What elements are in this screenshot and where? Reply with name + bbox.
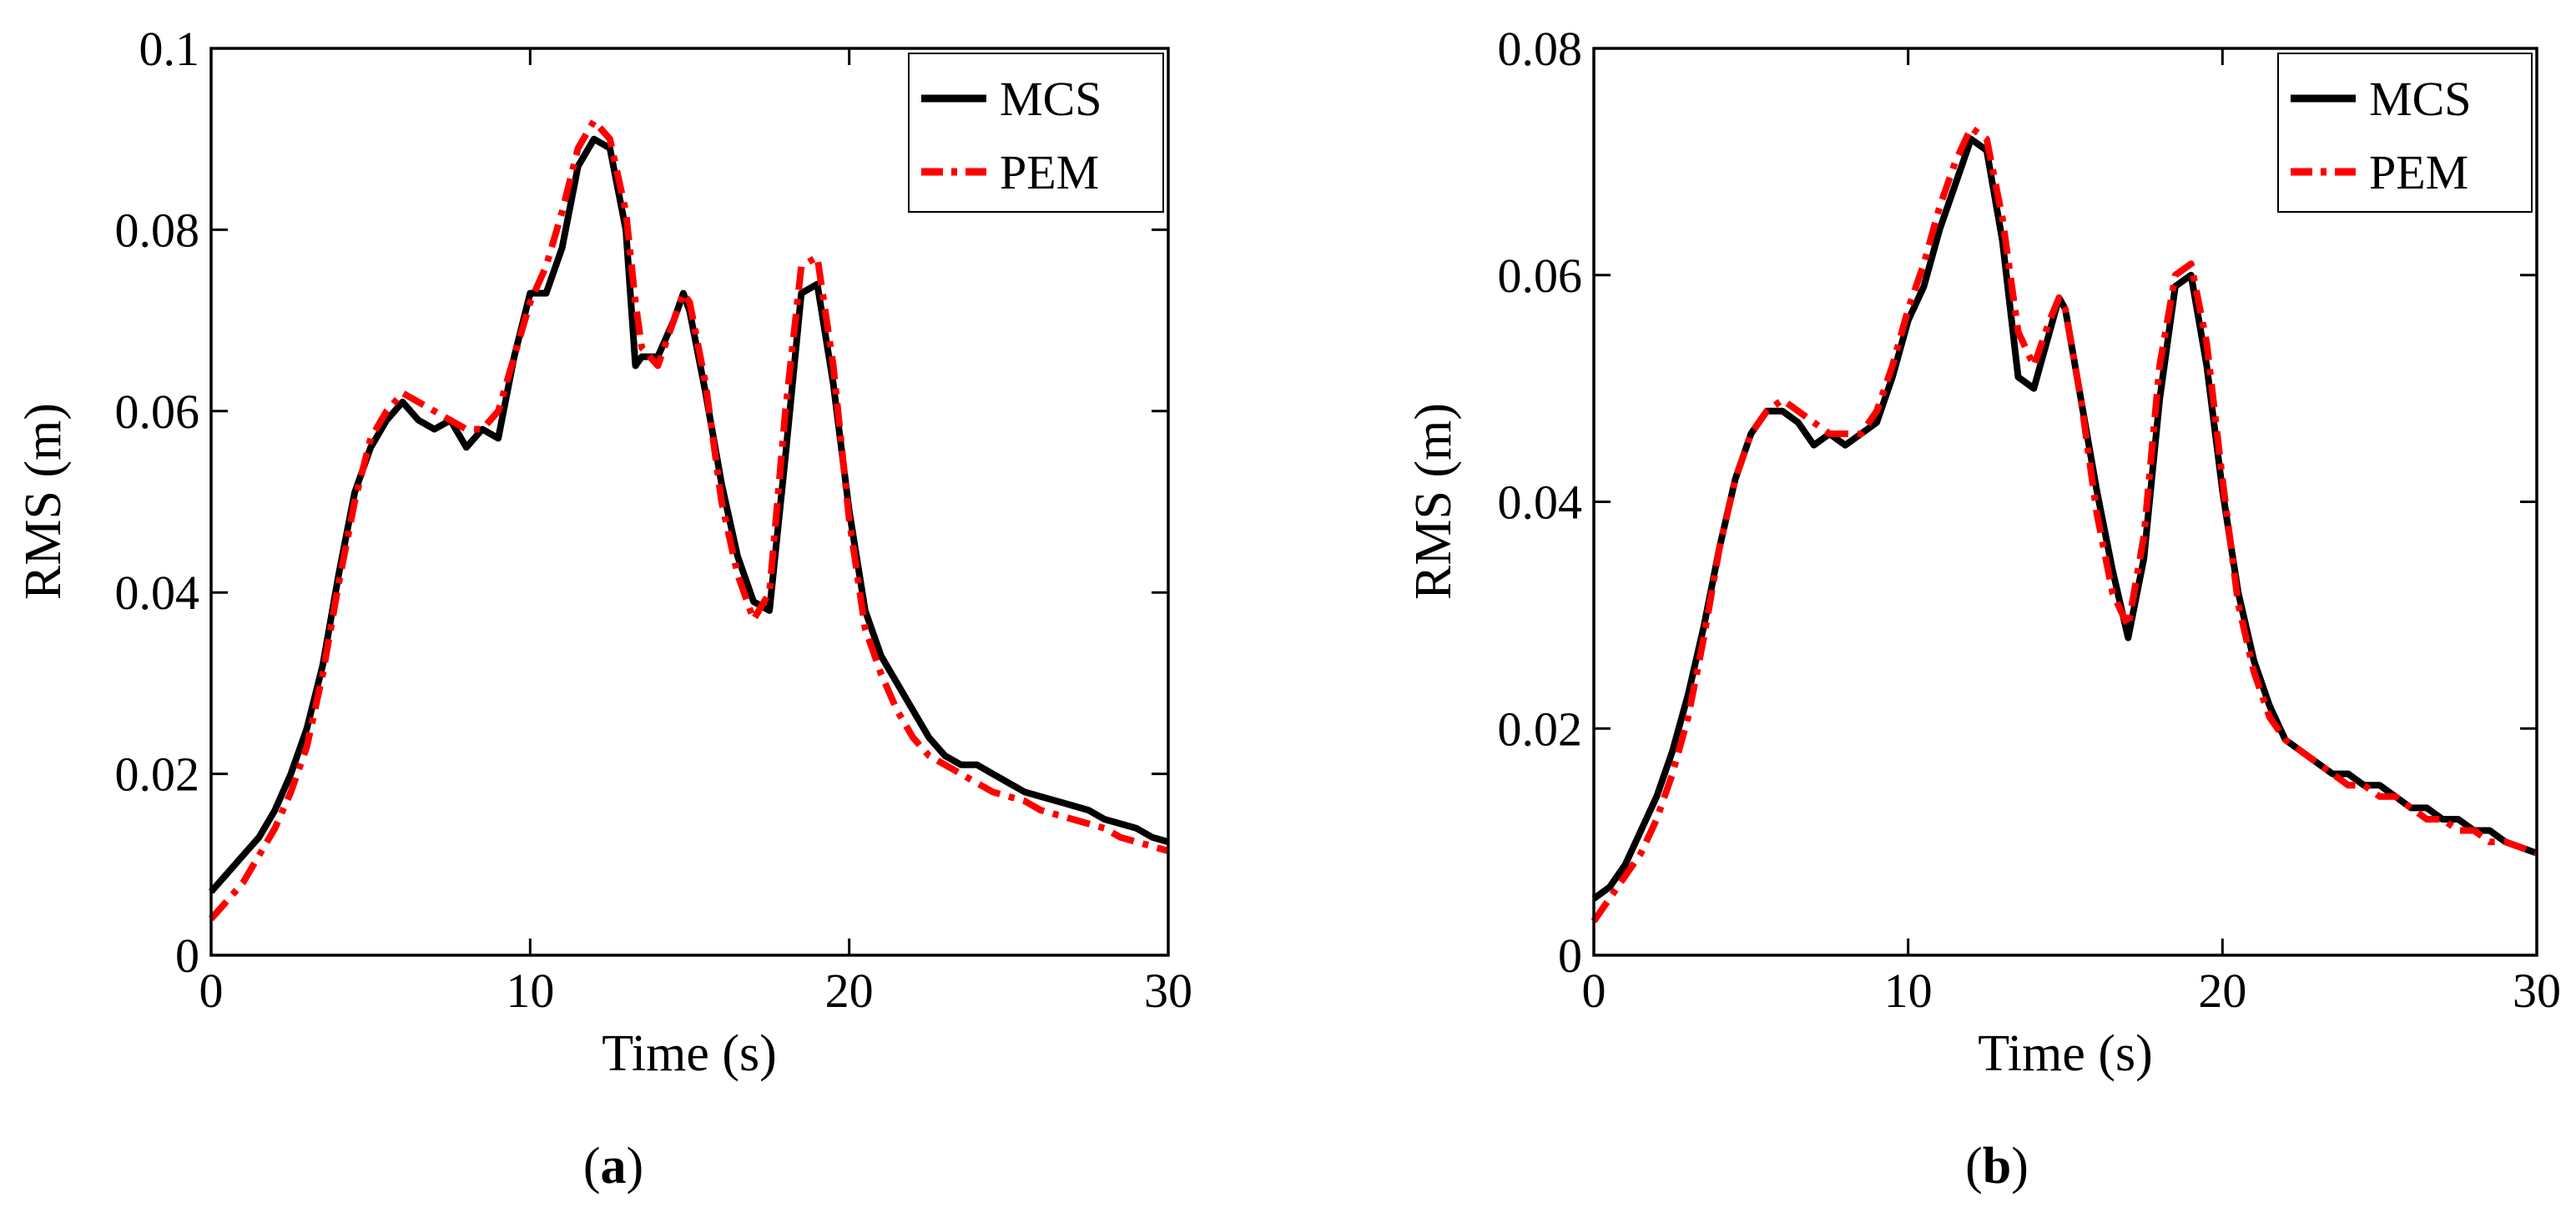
axes-frame-a	[209, 47, 1170, 957]
y-tick-label-a: 0.06	[115, 385, 200, 439]
panel-caption-b: (b)	[1965, 1138, 2029, 1195]
plot-area-a	[208, 118, 1170, 922]
y-tick-label-b: 0.06	[1498, 249, 1583, 303]
x-tick-label-a: 30	[1144, 964, 1192, 1018]
legend-box-b	[2277, 53, 2533, 213]
y-tick-label-a: 0.02	[115, 747, 200, 802]
x-tick-label-a: 20	[825, 964, 874, 1018]
y-tick-label-a: 0.1	[139, 22, 200, 76]
y-axis-label-a: RMS (m)	[15, 403, 72, 600]
series-line-mcs-a	[208, 135, 1170, 894]
chart-panel-b: 0 10 20 30 0 0.02 0.04 0.06 0.08 Time (s) RMS (m…	[1405, 22, 2561, 1195]
chart-panel-a: 0 10 20 30 0 0.02 0.04 0.06 0.08 0.1 Time (s) RMS…	[15, 22, 1192, 1195]
legend-a: MCS PEM	[908, 53, 1164, 213]
legend-label-mcs-b: MCS	[2369, 72, 2472, 126]
y-tick-label-b: 0	[1558, 929, 1582, 983]
legend-b: MCS PEM	[2277, 53, 2533, 213]
x-tick-label-b: 30	[2513, 964, 2561, 1018]
ticks-b: 0 10 20 30 0 0.02 0.04 0.06 0.08	[1498, 22, 2562, 1018]
y-tick-label-a: 0	[175, 929, 199, 983]
legend-label-pem-a: PEM	[1000, 145, 1099, 199]
ticks-a: 0 10 20 30 0 0.02 0.04 0.06 0.08 0.1	[115, 22, 1193, 1018]
series-line-mcs-b	[1591, 135, 2538, 902]
x-tick-label-b: 10	[1884, 964, 1933, 1018]
panel-caption-letter-a: a	[601, 1138, 627, 1195]
y-tick-label-a: 0.08	[115, 203, 200, 257]
legend-label-pem-b: PEM	[2369, 145, 2468, 199]
x-tick-label-b: 0	[1582, 964, 1606, 1018]
series-line-pem-b	[1590, 124, 2538, 924]
plot-area-b	[1590, 124, 2538, 924]
panel-caption-a: (a)	[583, 1138, 643, 1195]
x-tick-label-a: 10	[506, 964, 554, 1018]
legend-label-mcs-a: MCS	[1000, 72, 1102, 126]
panel-caption-letter-b: b	[1983, 1138, 2011, 1195]
x-tick-label-b: 20	[2198, 964, 2246, 1018]
x-tick-label-a: 0	[199, 964, 224, 1018]
legend-box-a	[908, 53, 1164, 213]
x-axis-label-a: Time (s)	[602, 1025, 777, 1082]
x-axis-label-b: Time (s)	[1978, 1025, 2153, 1082]
y-tick-label-a: 0.04	[115, 566, 200, 620]
y-axis-label-b: RMS (m)	[1405, 403, 1462, 600]
y-tick-label-b: 0.08	[1498, 22, 1583, 76]
y-tick-label-b: 0.02	[1498, 702, 1583, 756]
y-tick-label-b: 0.04	[1498, 476, 1583, 530]
series-line-pem-a	[208, 118, 1170, 922]
